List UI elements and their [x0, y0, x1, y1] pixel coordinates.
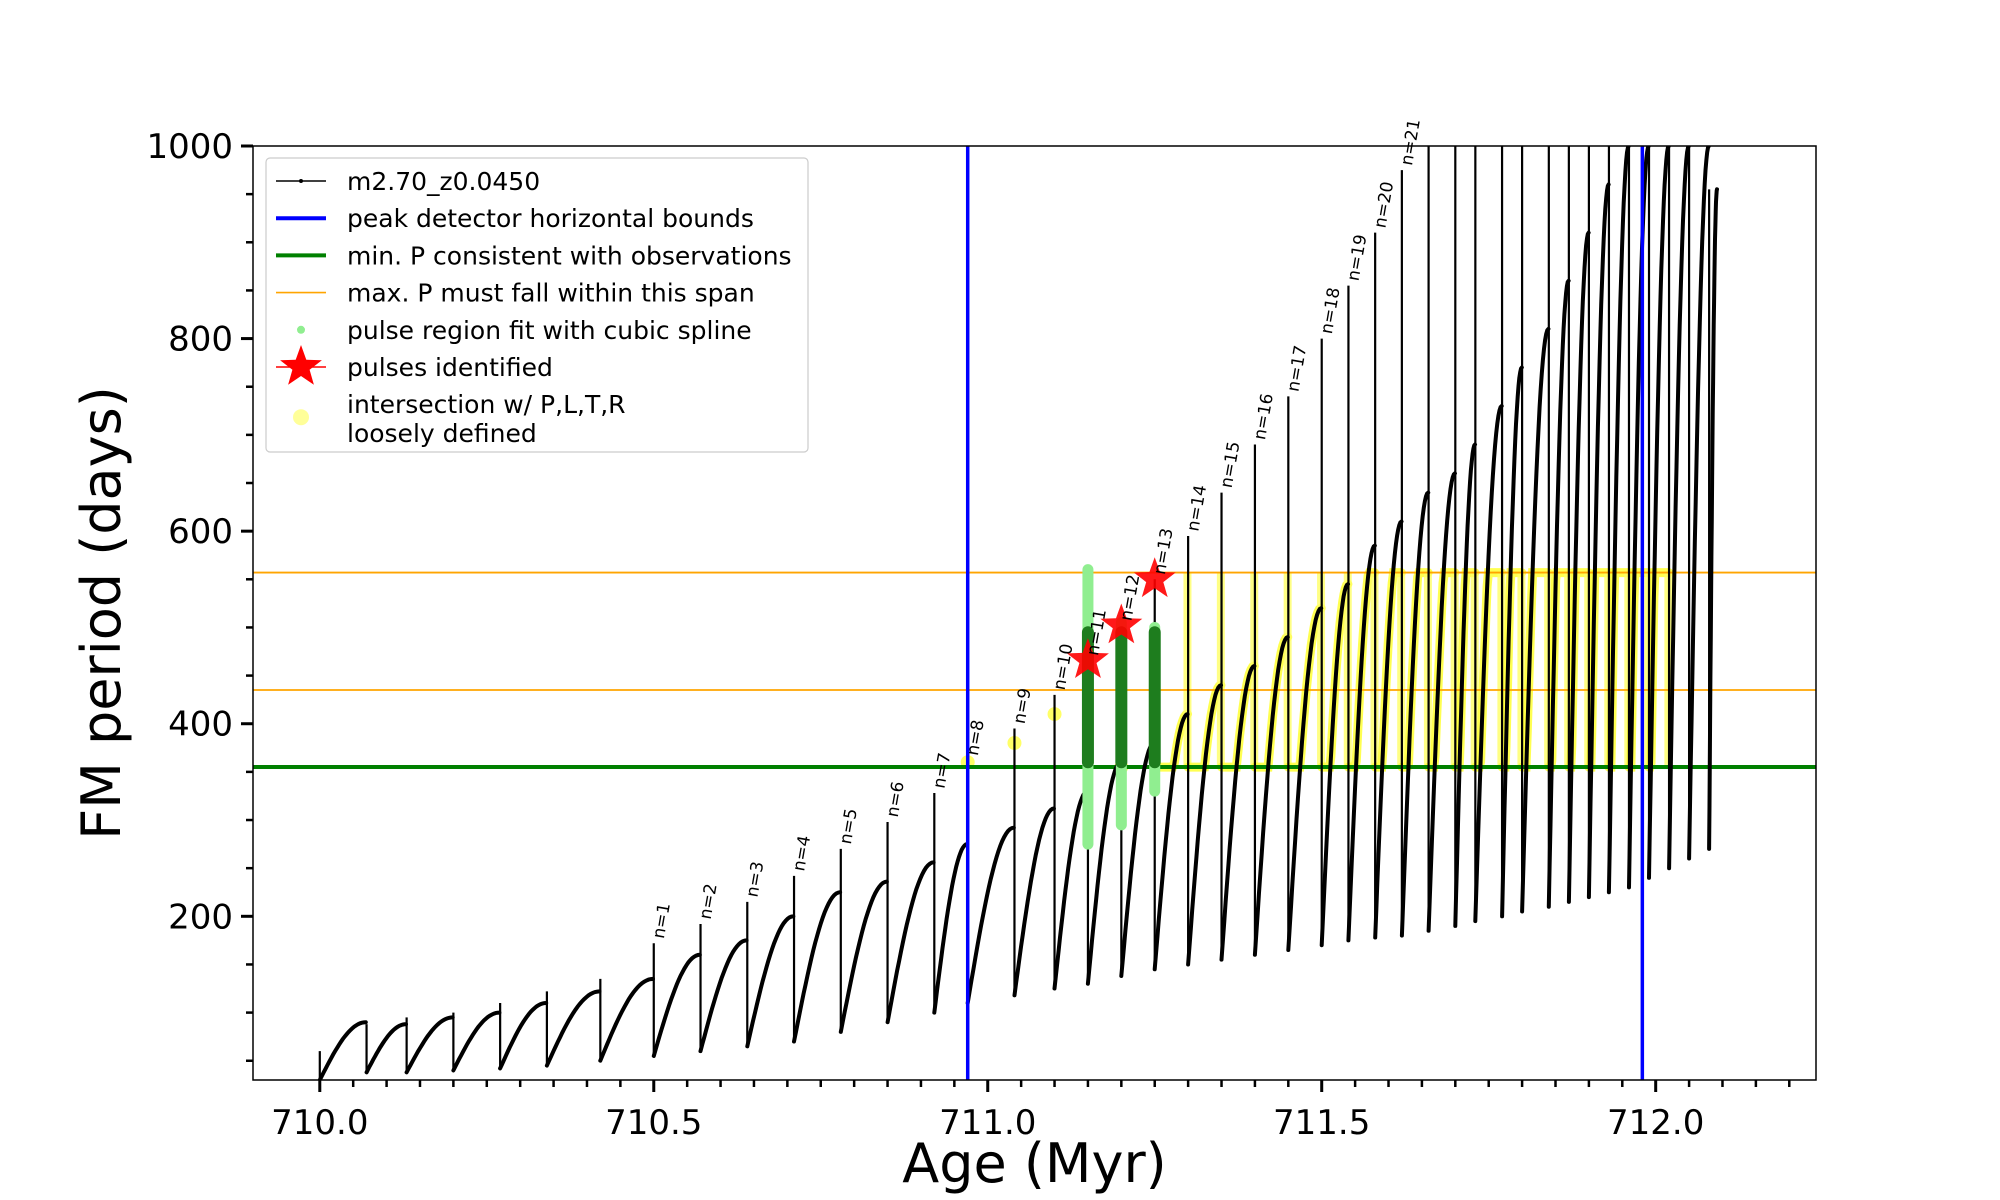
y-axis-title: FM period (days)	[70, 386, 133, 840]
y-tick-label: 1000	[146, 127, 233, 167]
pulse-arc	[885, 860, 936, 1025]
pulse-arc	[1186, 683, 1223, 967]
pulse-arc	[1473, 404, 1504, 924]
legend-swatch-dot	[293, 409, 309, 426]
pulse-arc	[1252, 635, 1290, 957]
pulse-arc	[651, 952, 702, 1058]
pulse-arc	[404, 1015, 455, 1075]
pulse-label: n=19	[1344, 233, 1372, 282]
pulse-identified-star	[1067, 638, 1109, 678]
period-curve	[317, 146, 1719, 1080]
pulse-arc	[1119, 741, 1157, 978]
pulse-arc	[1687, 146, 1711, 861]
peak-detector-bounds	[965, 146, 1645, 1080]
pulse-arc	[1606, 146, 1631, 895]
pulse-arc	[1399, 490, 1431, 938]
pulse-arc	[1586, 182, 1611, 900]
pulse-arc	[1319, 582, 1350, 948]
pulse-label: n=6	[883, 780, 909, 819]
pulse-arc	[598, 976, 655, 1063]
legend-swatch-marker	[299, 179, 303, 183]
pulse-arc	[1152, 712, 1190, 972]
pulse-identified-star	[1100, 603, 1143, 644]
pulse-label: n=7	[930, 751, 956, 790]
legend-swatch-dot	[297, 325, 305, 334]
legend-label: loosely defined	[347, 419, 537, 448]
legend-label: min. P consistent with observations	[347, 241, 792, 270]
pulse-arc	[1520, 326, 1551, 914]
pulse-label: n=14	[1183, 483, 1211, 532]
pulse-arc	[1052, 789, 1090, 991]
pulse-arc	[1085, 760, 1123, 986]
pulse-arc	[1707, 187, 1719, 851]
pulse-arc	[1627, 146, 1651, 890]
x-tick-label: 710.0	[271, 1103, 368, 1143]
legend-swatch-star	[280, 345, 322, 385]
y-tick-label: 800	[168, 320, 233, 360]
pulse-label: n=4	[789, 834, 815, 873]
x-tick-label: 712.0	[1607, 1103, 1704, 1143]
y-tick-label: 400	[168, 705, 233, 745]
pulse-arc	[317, 1020, 368, 1080]
pulse-label: n=10	[1050, 642, 1078, 691]
pulse-label: n=15	[1217, 440, 1245, 489]
pulse-label: n=17	[1284, 344, 1312, 393]
legend-label: m2.70_z0.0450	[347, 167, 540, 196]
axes: 710.0 710.5 711.0 711.5 712.0 200 400 600 800 100…	[146, 127, 1791, 1143]
pulse-arc	[1373, 519, 1404, 940]
legend-box	[265, 157, 809, 453]
x-tick-label: 711.5	[1273, 1103, 1370, 1143]
pulse-arc	[1012, 806, 1056, 998]
pulse-label: n=1	[649, 901, 675, 940]
pulse-label: n=16	[1250, 392, 1278, 441]
pulse-arc	[1566, 230, 1591, 904]
legend-label: max. P must fall within this span	[347, 279, 755, 308]
pulses-identified-markers	[1067, 557, 1176, 678]
pulse-arc	[1346, 543, 1377, 943]
pulse-identified-star	[1133, 557, 1176, 598]
x-axis-title: Age (Myr)	[902, 1132, 1167, 1195]
pulse-label: n=3	[743, 860, 769, 899]
pulse-arc	[1426, 471, 1457, 933]
pulse-label: n=13	[1150, 527, 1178, 576]
x-tick-label: 711.0	[939, 1103, 1036, 1143]
pulse-label: n=2	[696, 882, 722, 921]
plot-area	[253, 146, 1816, 1080]
pulse-label: n=9	[1010, 687, 1036, 726]
pulse-arc	[451, 1010, 502, 1073]
plot-frame	[252, 145, 1817, 1081]
pulse-arc	[698, 938, 749, 1054]
pulse-label: n=18	[1317, 286, 1345, 335]
pulse-label: n=12	[1117, 573, 1145, 622]
y-tick-label: 200	[168, 897, 233, 937]
pulse-arc	[498, 1001, 549, 1071]
pulse-arc	[1219, 664, 1257, 962]
pulse-arc	[1667, 146, 1691, 871]
legend-label: intersection w/ P,L,T,R	[347, 390, 626, 419]
pulse-arc	[1500, 365, 1524, 919]
pulse-arc	[932, 842, 970, 1015]
pulse-arc	[792, 890, 843, 1044]
legend-label: pulse region fit with cubic spline	[347, 316, 752, 345]
pulse-arc	[1546, 278, 1571, 909]
pulse-arc	[364, 1022, 408, 1075]
pulse-label: n=5	[836, 807, 862, 846]
pulse-label: n=20	[1370, 180, 1398, 229]
y-tick-label: 600	[168, 512, 233, 552]
pulse-arc	[838, 879, 889, 1034]
pulse-label: n=21	[1397, 118, 1425, 167]
pulse-arc	[745, 914, 796, 1049]
horizontal-reference-lines	[253, 571, 1816, 770]
x-tick-label: 710.5	[605, 1103, 702, 1143]
legend-label: pulses identified	[347, 353, 553, 382]
legend-label: peak detector horizontal bounds	[347, 204, 754, 233]
pulse-arc	[965, 825, 1016, 1005]
pulse-arc	[544, 989, 602, 1068]
pulse-arc	[1453, 442, 1477, 928]
pulse-arc	[1286, 606, 1324, 952]
pulse-arc	[1647, 146, 1671, 880]
